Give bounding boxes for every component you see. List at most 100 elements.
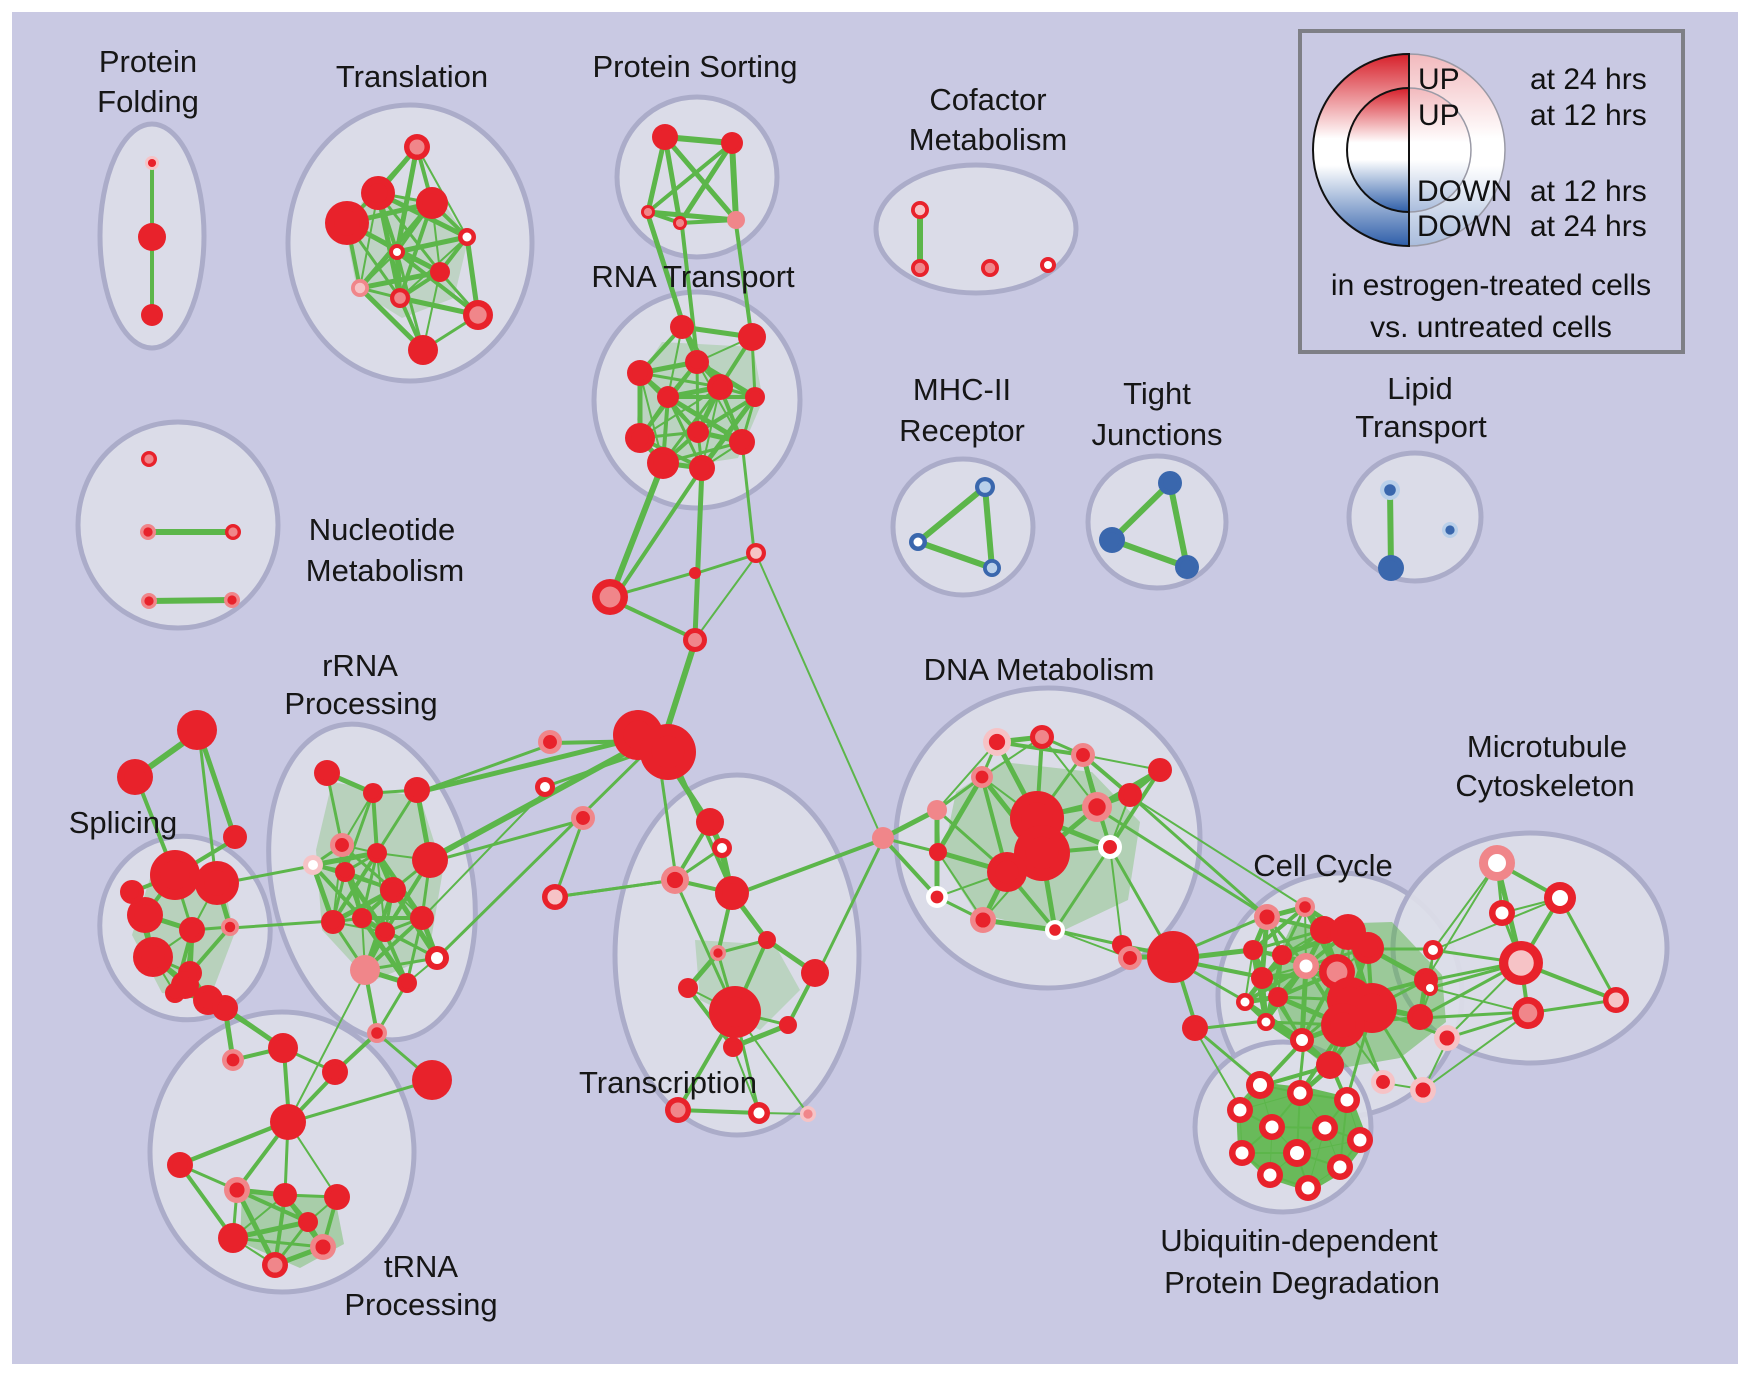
node-core-12hr: [124, 766, 146, 788]
interaction-edge: [915, 539, 995, 571]
gene-node: [363, 783, 383, 803]
gene-node: [1312, 1115, 1338, 1141]
node-core-12hr: [666, 871, 684, 889]
node-core-12hr: [308, 860, 318, 870]
gene-node: [1229, 1140, 1255, 1166]
interaction-edge: [231, 1236, 325, 1249]
gene-node: [133, 937, 173, 977]
interaction-edge: [416, 734, 645, 795]
gene-node: [715, 876, 749, 910]
gene-node: [1434, 1025, 1460, 1051]
interaction-edge: [696, 361, 743, 443]
node-core-12hr: [1293, 1086, 1307, 1100]
gene-node: [1251, 967, 1273, 989]
interaction-edge: [1167, 480, 1190, 570]
node-core-12hr: [1383, 560, 1399, 576]
cluster-label-dna-metabolism: DNA Metabolism: [924, 652, 1155, 687]
interaction-edge: [609, 460, 666, 597]
gene-node: [872, 827, 894, 849]
node-core-12hr: [1296, 1034, 1308, 1046]
gene-node: [1290, 1028, 1314, 1052]
interaction-edge: [429, 737, 652, 861]
interaction-edge: [695, 553, 756, 575]
node-core-12hr: [931, 804, 943, 816]
interaction-edge: [423, 788, 548, 917]
cluster-label-lipid-transport: Transport: [1355, 409, 1487, 444]
node-core-12hr: [371, 1027, 383, 1039]
interaction-edge: [553, 818, 585, 899]
cluster-label-nucleotide-metabolism: Nucleotide: [309, 512, 455, 547]
interaction-edge: [740, 440, 756, 553]
gene-node: [212, 995, 238, 1021]
node-core-12hr: [734, 434, 750, 450]
node-core-12hr: [979, 481, 991, 493]
cluster-label-rrna-processing: rRNA: [322, 648, 398, 683]
gene-node: [322, 1059, 348, 1085]
node-core-12hr: [315, 1239, 331, 1255]
cluster-label-protein-sorting: Protein Sorting: [592, 49, 797, 84]
gene-node: [1407, 1004, 1433, 1030]
gene-node: [687, 421, 709, 443]
node-core-12hr: [1103, 840, 1117, 854]
gene-node: [1099, 527, 1125, 553]
cluster-labels-layer: Protein Folding Translation Protein Sorting…: [69, 44, 1635, 1322]
node-core-12hr: [1025, 836, 1059, 870]
gene-node: [1422, 980, 1438, 996]
gene-node: [1118, 783, 1142, 807]
gene-node: [745, 387, 765, 407]
gene-node: [389, 244, 405, 260]
node-core-12hr: [1035, 730, 1049, 744]
gene-node: [262, 1252, 288, 1278]
interaction-edge: [1109, 846, 1123, 946]
gene-node: [397, 973, 417, 993]
interaction-edge: [146, 597, 235, 604]
cluster-label-rrna-processing: Processing: [284, 686, 437, 721]
legend-time-label: at 24 hrs: [1530, 210, 1647, 243]
node-core-12hr: [1445, 525, 1455, 535]
gene-node: [140, 524, 156, 540]
cluster-label-trna-processing: tRNA: [384, 1249, 458, 1284]
interaction-edge: [1429, 987, 1529, 1014]
legend-halfdisc-faint: [1408, 87, 1472, 213]
cluster-label-nucleotide-metabolism: Metabolism: [306, 553, 465, 588]
node-core-12hr: [1163, 476, 1177, 490]
interaction-edge: [662, 134, 739, 223]
gene-node: [1030, 725, 1054, 749]
gene-node: [1352, 932, 1384, 964]
cluster-label-transcription: Transcription: [579, 1065, 757, 1100]
node-core-12hr: [688, 633, 702, 647]
gene-node: [225, 524, 241, 540]
node-core-12hr: [1255, 971, 1269, 985]
node-core-12hr: [670, 1102, 686, 1118]
gene-node: [1071, 743, 1095, 767]
gene-node: [430, 262, 450, 282]
node-core-12hr: [1261, 1017, 1271, 1027]
legend-halfdisc-strong: [1346, 86, 1410, 214]
node-core-12hr: [749, 391, 761, 403]
cluster-label-trna-processing: Processing: [344, 1287, 497, 1322]
node-core-12hr: [1104, 532, 1120, 548]
gene-node: [367, 843, 387, 863]
node-core-12hr: [356, 912, 368, 924]
interaction-edge: [357, 269, 443, 291]
node-core-12hr: [335, 838, 349, 852]
gene-node: [416, 187, 448, 219]
node-core-12hr: [1415, 1082, 1431, 1098]
node-core-12hr: [1044, 261, 1052, 269]
node-core-12hr: [134, 904, 156, 926]
node-core-12hr: [1495, 906, 1509, 920]
gene-node: [404, 777, 430, 803]
node-core-12hr: [267, 1257, 283, 1273]
interaction-edge: [1053, 845, 1112, 932]
gene-node: [218, 1223, 248, 1253]
interaction-edge: [417, 742, 554, 794]
gene-node: [314, 760, 340, 786]
gene-node: [1321, 1003, 1365, 1047]
node-core-12hr: [1233, 1103, 1247, 1117]
node-core-12hr: [661, 390, 675, 404]
node-core-12hr: [327, 1064, 343, 1080]
gene-node: [911, 201, 929, 219]
node-core-12hr: [143, 527, 153, 537]
interaction-edge: [982, 484, 995, 571]
gene-node: [1283, 1139, 1311, 1167]
